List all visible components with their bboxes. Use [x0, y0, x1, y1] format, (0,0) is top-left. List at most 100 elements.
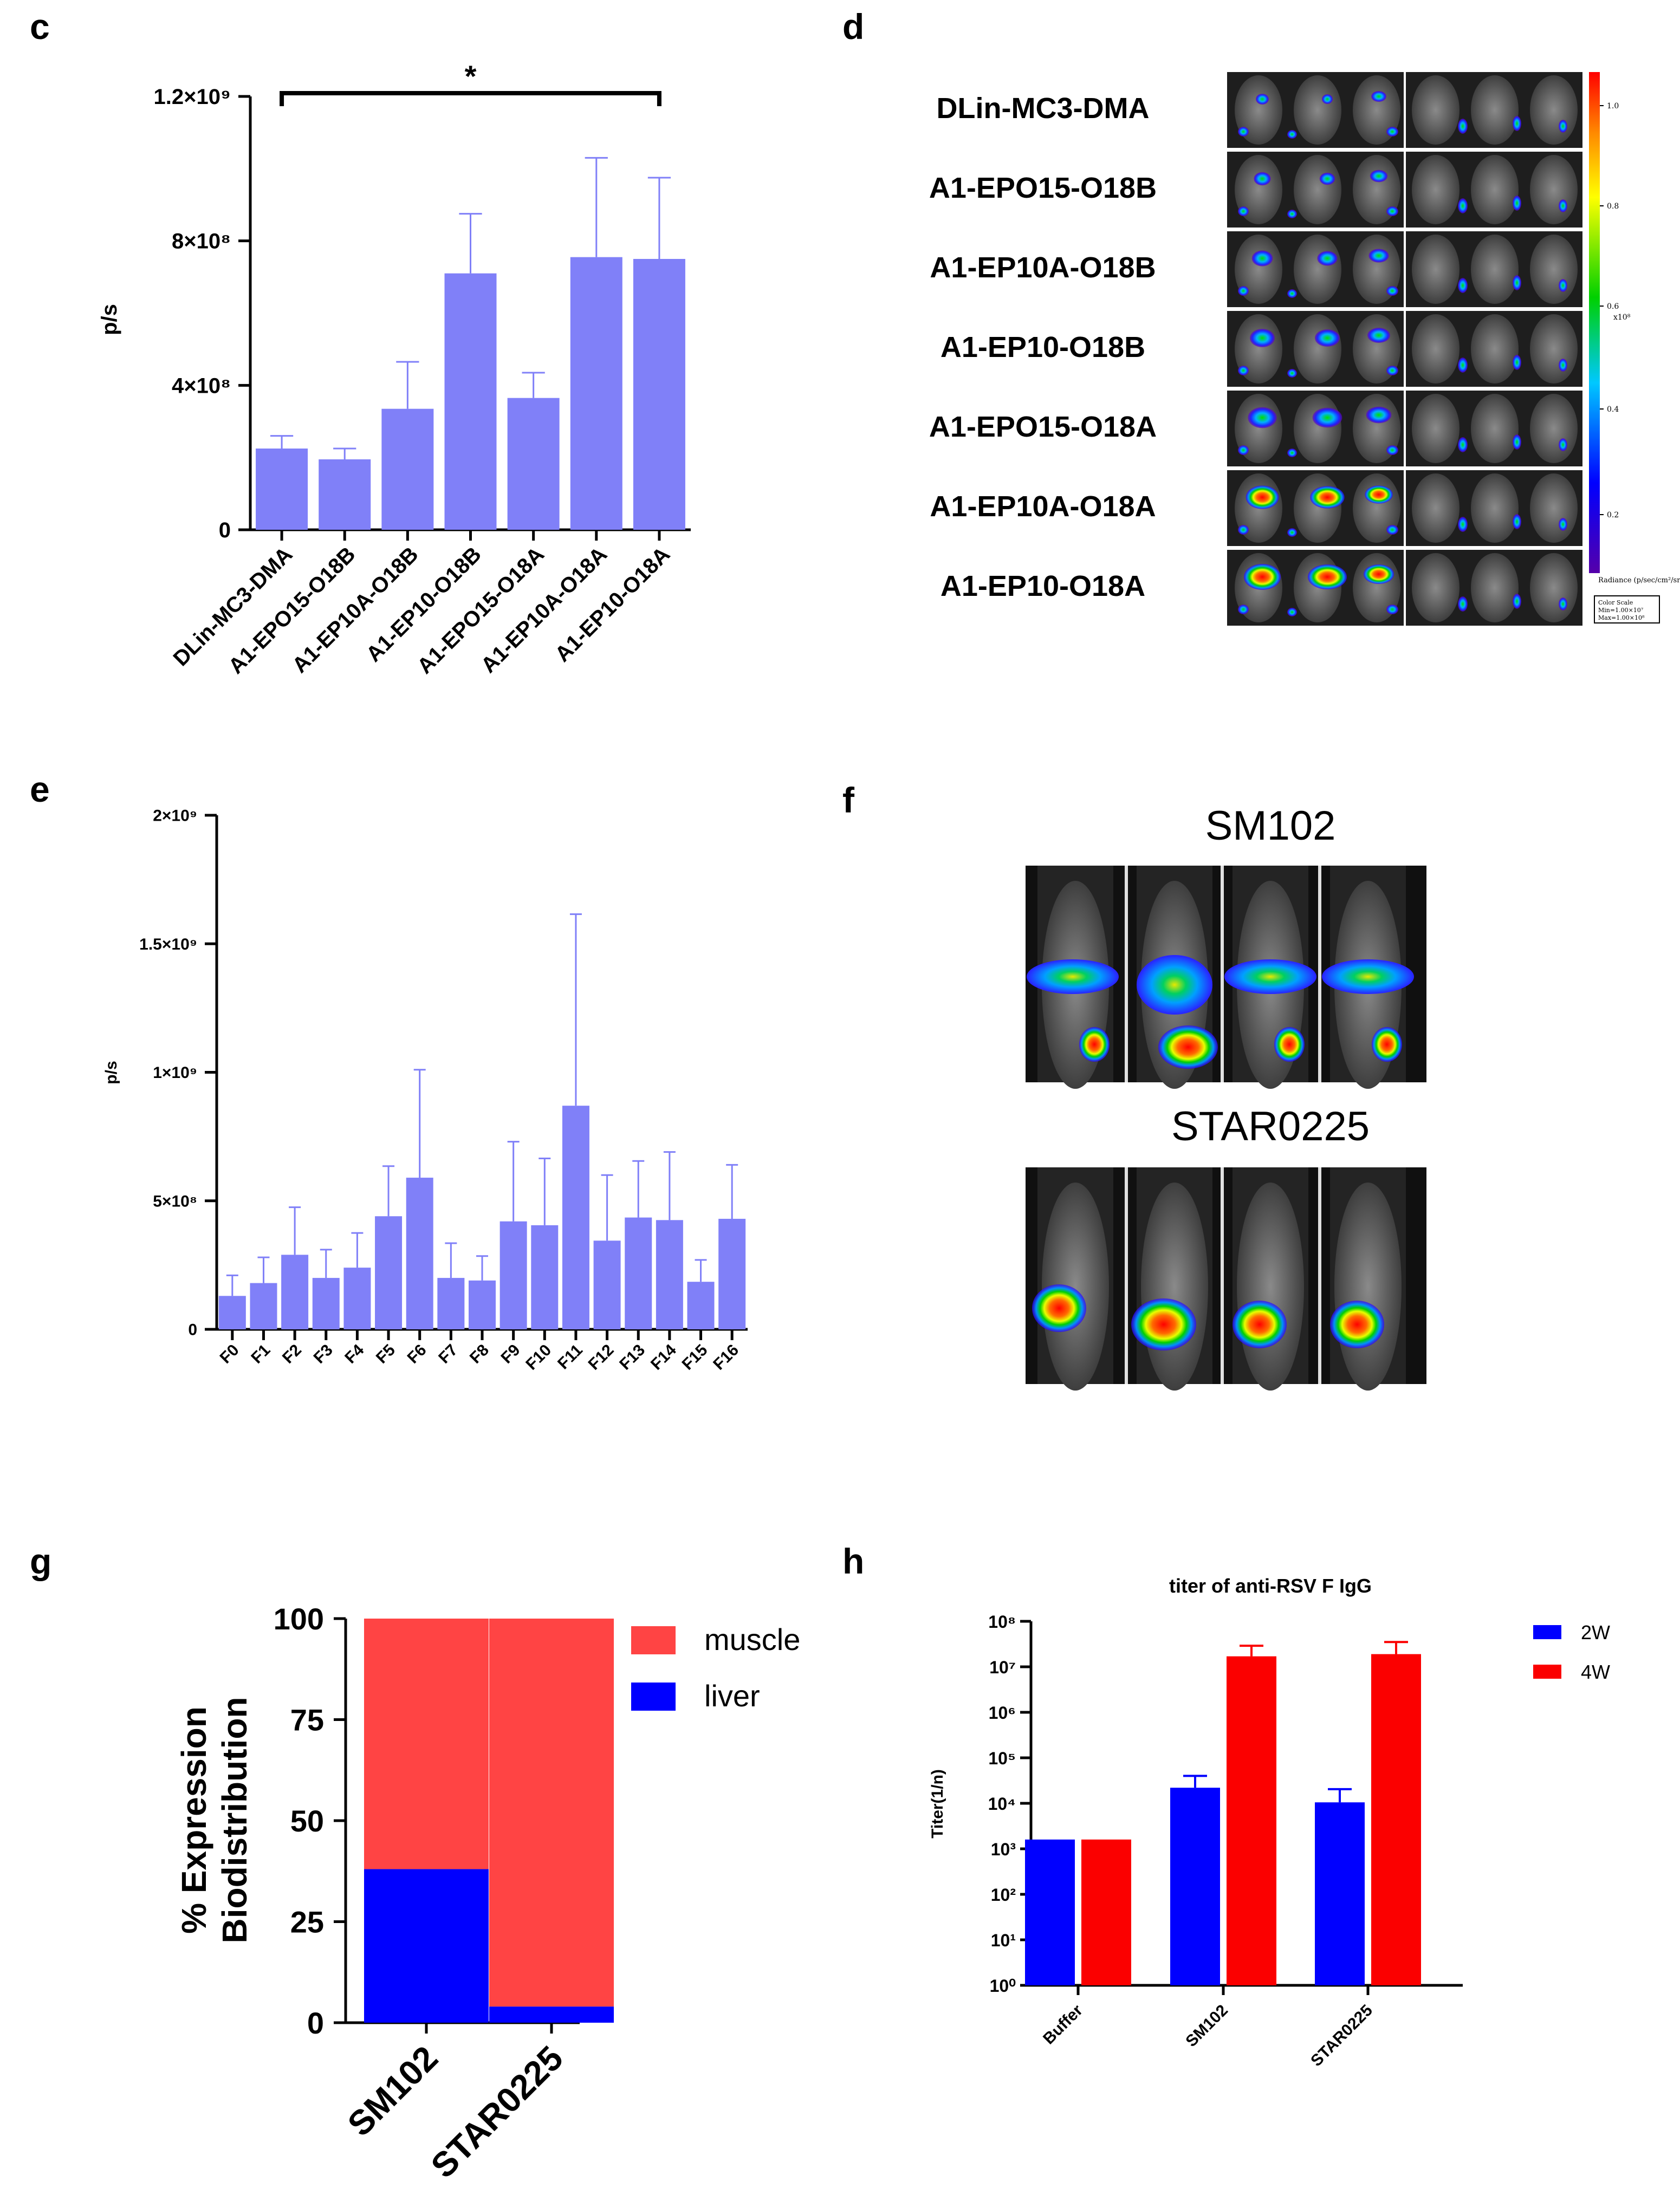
e-bar-F15 — [687, 1282, 715, 1329]
d-image-divider — [1404, 72, 1406, 148]
d-mouse-body — [1471, 553, 1519, 622]
h-bar-STAR0225-2W — [1315, 1802, 1365, 1985]
e-bar-F6 — [406, 1178, 433, 1329]
e-xtick-label: F1 — [248, 1341, 274, 1367]
d-signal-spot — [1458, 437, 1468, 452]
f-liver-signal — [1224, 959, 1316, 994]
d-signal-spot — [1310, 486, 1345, 509]
c-bar-A1-EP10-O18B — [444, 273, 497, 530]
d-signal-spot — [1250, 329, 1275, 347]
d-signal-spot — [1458, 358, 1468, 373]
d-mouse-body — [1530, 75, 1578, 145]
d-mouse-body — [1235, 75, 1282, 145]
h-xtick-label: STAR0225 — [1307, 2002, 1376, 2070]
panel-f-imaging: SM102 STAR0225 — [1026, 803, 1426, 1391]
e-xtick-label: F6 — [404, 1341, 430, 1367]
d-signal-spot — [1513, 355, 1521, 370]
d-signal-spot — [1312, 407, 1342, 428]
d-mouse-body — [1471, 394, 1519, 463]
sm102-image-title: SM102 — [1205, 803, 1336, 849]
c-bar-A1-EPO15-O18A — [507, 398, 560, 530]
legend-muscle-swatch — [631, 1626, 676, 1654]
e-xtick-label: F2 — [279, 1341, 305, 1367]
h-bar-Buffer-4W — [1081, 1839, 1131, 1985]
legend-2w-swatch — [1533, 1625, 1561, 1639]
d-signal-spot — [1365, 485, 1393, 504]
h-ytick-label: 10⁶ — [989, 1703, 1016, 1723]
c-bar-DLin-MC3-DMA — [256, 449, 308, 530]
chart-h: titer of anti-RSV F IgG Titer(1/n) 10⁰ 10… — [929, 1575, 1610, 2070]
d-mouse-body — [1294, 394, 1341, 463]
d-signal-spot — [1386, 605, 1398, 614]
c-ytick-label: 1.2×10⁹ — [154, 85, 231, 109]
d-mouse-body — [1294, 473, 1341, 543]
d-signal-spot — [1513, 196, 1521, 211]
h-xtick-label: SM102 — [1182, 2002, 1231, 2051]
d-signal-spot — [1287, 210, 1297, 218]
chart-g-ylabel-line2: Biodistribution — [215, 1697, 254, 1943]
d-signal-spot — [1559, 518, 1567, 531]
f-divider — [1318, 866, 1321, 1082]
e-bar-F5 — [375, 1216, 403, 1329]
chart-e-ylabel: p/s — [102, 1061, 120, 1084]
d-signal-spot — [1513, 116, 1521, 131]
d-signal-spot — [1458, 517, 1468, 532]
e-bar-F11 — [562, 1106, 589, 1329]
d-signal-spot — [1248, 407, 1277, 428]
d-mouse-body — [1412, 75, 1460, 145]
colorbar-gradient — [1589, 72, 1600, 573]
d-signal-spot — [1513, 434, 1521, 450]
f-mouse-body — [1042, 1183, 1109, 1391]
g-xtick-label: SM102 — [340, 2038, 445, 2143]
g-bar-STAR0225-muscle — [489, 1619, 614, 2007]
d-mouse-body — [1353, 155, 1400, 224]
f-muscle-signal — [1032, 1284, 1086, 1332]
c-ytick-label: 8×10⁸ — [172, 230, 231, 254]
colorbar-tick-label: 0.8 — [1607, 202, 1619, 211]
d-signal-spot — [1559, 120, 1567, 133]
d-signal-spot — [1238, 206, 1249, 216]
f-muscle-signal — [1079, 1027, 1110, 1062]
h-ytick-label: 10⁸ — [988, 1612, 1016, 1632]
d-row-label: A1-EP10-O18A — [940, 570, 1145, 602]
e-xtick-label: F7 — [435, 1341, 461, 1367]
d-mouse-body — [1471, 75, 1519, 145]
h-ytick-label: 10⁷ — [989, 1658, 1016, 1677]
d-signal-spot — [1366, 406, 1392, 424]
d-image-divider — [1404, 550, 1406, 626]
d-signal-spot — [1364, 564, 1394, 584]
e-bar-F4 — [343, 1268, 371, 1329]
legend-4w-label: 4W — [1581, 1661, 1610, 1683]
d-image-divider — [1404, 152, 1406, 228]
d-image-divider — [1404, 311, 1406, 387]
e-ytick-label: 1×10⁹ — [153, 1064, 197, 1082]
d-signal-spot — [1559, 438, 1567, 451]
color-scale-min: Min=1.00×10⁷ — [1598, 607, 1644, 614]
color-scale-title: Color Scale — [1598, 599, 1633, 606]
e-ytick-label: 2×10⁹ — [153, 807, 197, 825]
h-ytick-label: 10⁰ — [990, 1976, 1016, 1996]
chart-c-ylabel: p/s — [98, 304, 121, 335]
d-signal-spot — [1287, 449, 1297, 457]
d-signal-spot — [1458, 198, 1468, 213]
e-xtick-label: F8 — [466, 1341, 492, 1367]
d-signal-spot — [1458, 278, 1468, 293]
e-xtick-label: F3 — [310, 1341, 336, 1367]
d-mouse-body — [1530, 155, 1578, 224]
e-bar-F14 — [656, 1220, 683, 1329]
d-mouse-body — [1471, 155, 1519, 224]
d-image-divider — [1404, 470, 1406, 546]
c-ytick-label: 4×10⁸ — [172, 374, 231, 398]
f-liver-signal — [1137, 955, 1212, 1015]
c-bar-A1-EPO15-O18B — [319, 459, 371, 530]
d-signal-spot — [1367, 328, 1390, 343]
d-mouse-body — [1353, 235, 1400, 304]
e-bar-F13 — [625, 1217, 652, 1329]
panel-label-f: f — [842, 780, 855, 820]
g-ytick-label: 75 — [290, 1703, 324, 1737]
d-signal-spot — [1317, 251, 1338, 266]
d-signal-spot — [1254, 172, 1271, 186]
d-signal-spot — [1322, 94, 1333, 104]
panel-label-e: e — [30, 769, 50, 809]
d-mouse-body — [1412, 394, 1460, 463]
